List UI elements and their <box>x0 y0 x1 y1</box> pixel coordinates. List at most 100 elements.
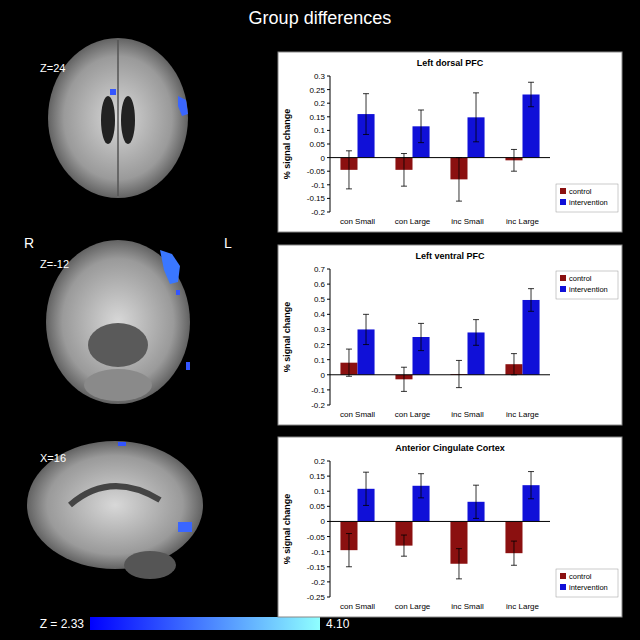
y-tick <box>327 198 330 199</box>
error-cap <box>511 541 517 542</box>
y-tick <box>327 521 330 522</box>
error-line <box>348 151 349 189</box>
y-tick-label: -0.1 <box>311 386 325 395</box>
x-tick-label: inc Small <box>451 602 484 611</box>
chart-title: Anterior Cingulate Cortex <box>395 443 505 453</box>
error-cap <box>346 376 352 377</box>
chart-panel <box>278 437 622 617</box>
error-cap <box>528 82 534 83</box>
ventricle <box>101 96 115 144</box>
y-tick <box>327 344 330 345</box>
chart: Anterior Cingulate Cortex % signal change… <box>278 437 622 617</box>
error-line <box>458 158 459 202</box>
x-tick-label: con Small <box>340 217 375 226</box>
error-cap <box>473 345 479 346</box>
legend-swatch <box>560 275 566 281</box>
y-tick-label: 0.2 <box>314 99 326 108</box>
corpus-callosum <box>70 486 160 505</box>
y-tick-label: 0.25 <box>309 86 325 95</box>
x-tick-label: inc Large <box>506 217 539 226</box>
error-cap <box>456 387 462 388</box>
error-cap <box>473 518 479 519</box>
error-cap <box>473 319 479 320</box>
error-cap <box>346 188 352 189</box>
y-tick-label: 0.7 <box>314 265 326 274</box>
y-tick-label: 0.1 <box>314 356 326 365</box>
y-tick <box>327 389 330 390</box>
activation <box>176 290 180 295</box>
legend-box <box>556 569 618 597</box>
y-tick <box>327 184 330 185</box>
y-tick <box>327 314 330 315</box>
x-tick-label: con Large <box>395 602 431 611</box>
midline <box>117 40 119 196</box>
error-line <box>348 534 349 567</box>
error-bar <box>456 549 462 579</box>
brainstem <box>88 323 148 367</box>
y-tick <box>327 116 330 117</box>
x-tick-label: inc Large <box>506 410 539 419</box>
y-tick-label: 0.15 <box>309 113 325 122</box>
y-tick <box>327 476 330 477</box>
legend-swatch <box>560 199 566 205</box>
activation <box>186 362 190 370</box>
y-tick-label: -0.2 <box>311 401 325 410</box>
brain-slice <box>48 38 188 198</box>
error-cap <box>418 350 424 351</box>
error-cap <box>401 153 407 154</box>
y-tick-label: 0.4 <box>314 310 326 319</box>
error-line <box>403 154 404 187</box>
legend-box <box>556 184 618 212</box>
y-tick-label: -0.2 <box>311 208 325 217</box>
error-cap <box>456 360 462 361</box>
error-cap <box>473 141 479 142</box>
error-bar <box>363 314 369 344</box>
error-bar <box>528 472 534 499</box>
y-tick <box>327 144 330 145</box>
error-bar <box>363 472 369 505</box>
y-tick <box>327 536 330 537</box>
colorbar-label: 4.10 <box>326 617 350 631</box>
activation <box>160 250 180 284</box>
y-tick-label: 0.3 <box>314 72 326 81</box>
error-bar <box>346 151 352 189</box>
legend-label: intervention <box>569 583 608 592</box>
chart: Left dorsal PFC% signal change-0.2-0.15-… <box>278 52 622 232</box>
x-tick-label: con Large <box>395 217 431 226</box>
bar <box>523 300 540 375</box>
error-line <box>476 93 477 142</box>
error-bar <box>511 541 517 565</box>
y-tick-label: 0 <box>321 371 326 380</box>
y-tick <box>327 299 330 300</box>
error-line <box>403 535 404 556</box>
error-line <box>458 360 459 387</box>
y-tick <box>327 566 330 567</box>
legend-swatch <box>560 188 566 194</box>
slice-label: Z=24 <box>40 62 65 74</box>
error-cap <box>401 186 407 187</box>
x-tick-label: inc Large <box>506 602 539 611</box>
error-cap <box>528 106 534 107</box>
error-cap <box>528 471 534 472</box>
error-cap <box>418 497 424 498</box>
error-cap <box>418 473 424 474</box>
legend-label: control <box>569 187 592 196</box>
y-tick-label: -0.15 <box>307 194 326 203</box>
error-line <box>366 94 367 135</box>
error-bar <box>528 289 534 312</box>
y-tick <box>327 461 330 462</box>
error-bar <box>528 82 534 106</box>
y-tick-label: -0.1 <box>311 181 325 190</box>
figure-title: Group differences <box>249 8 392 28</box>
legend-label: intervention <box>569 198 608 207</box>
y-tick <box>327 506 330 507</box>
error-cap <box>363 93 369 94</box>
x-axis <box>330 521 550 522</box>
error-cap <box>363 344 369 345</box>
error-cap <box>456 578 462 579</box>
error-cap <box>528 311 534 312</box>
legend-swatch <box>560 286 566 292</box>
error-cap <box>346 150 352 151</box>
axis-label: % signal change <box>282 494 292 565</box>
activation <box>110 89 116 95</box>
